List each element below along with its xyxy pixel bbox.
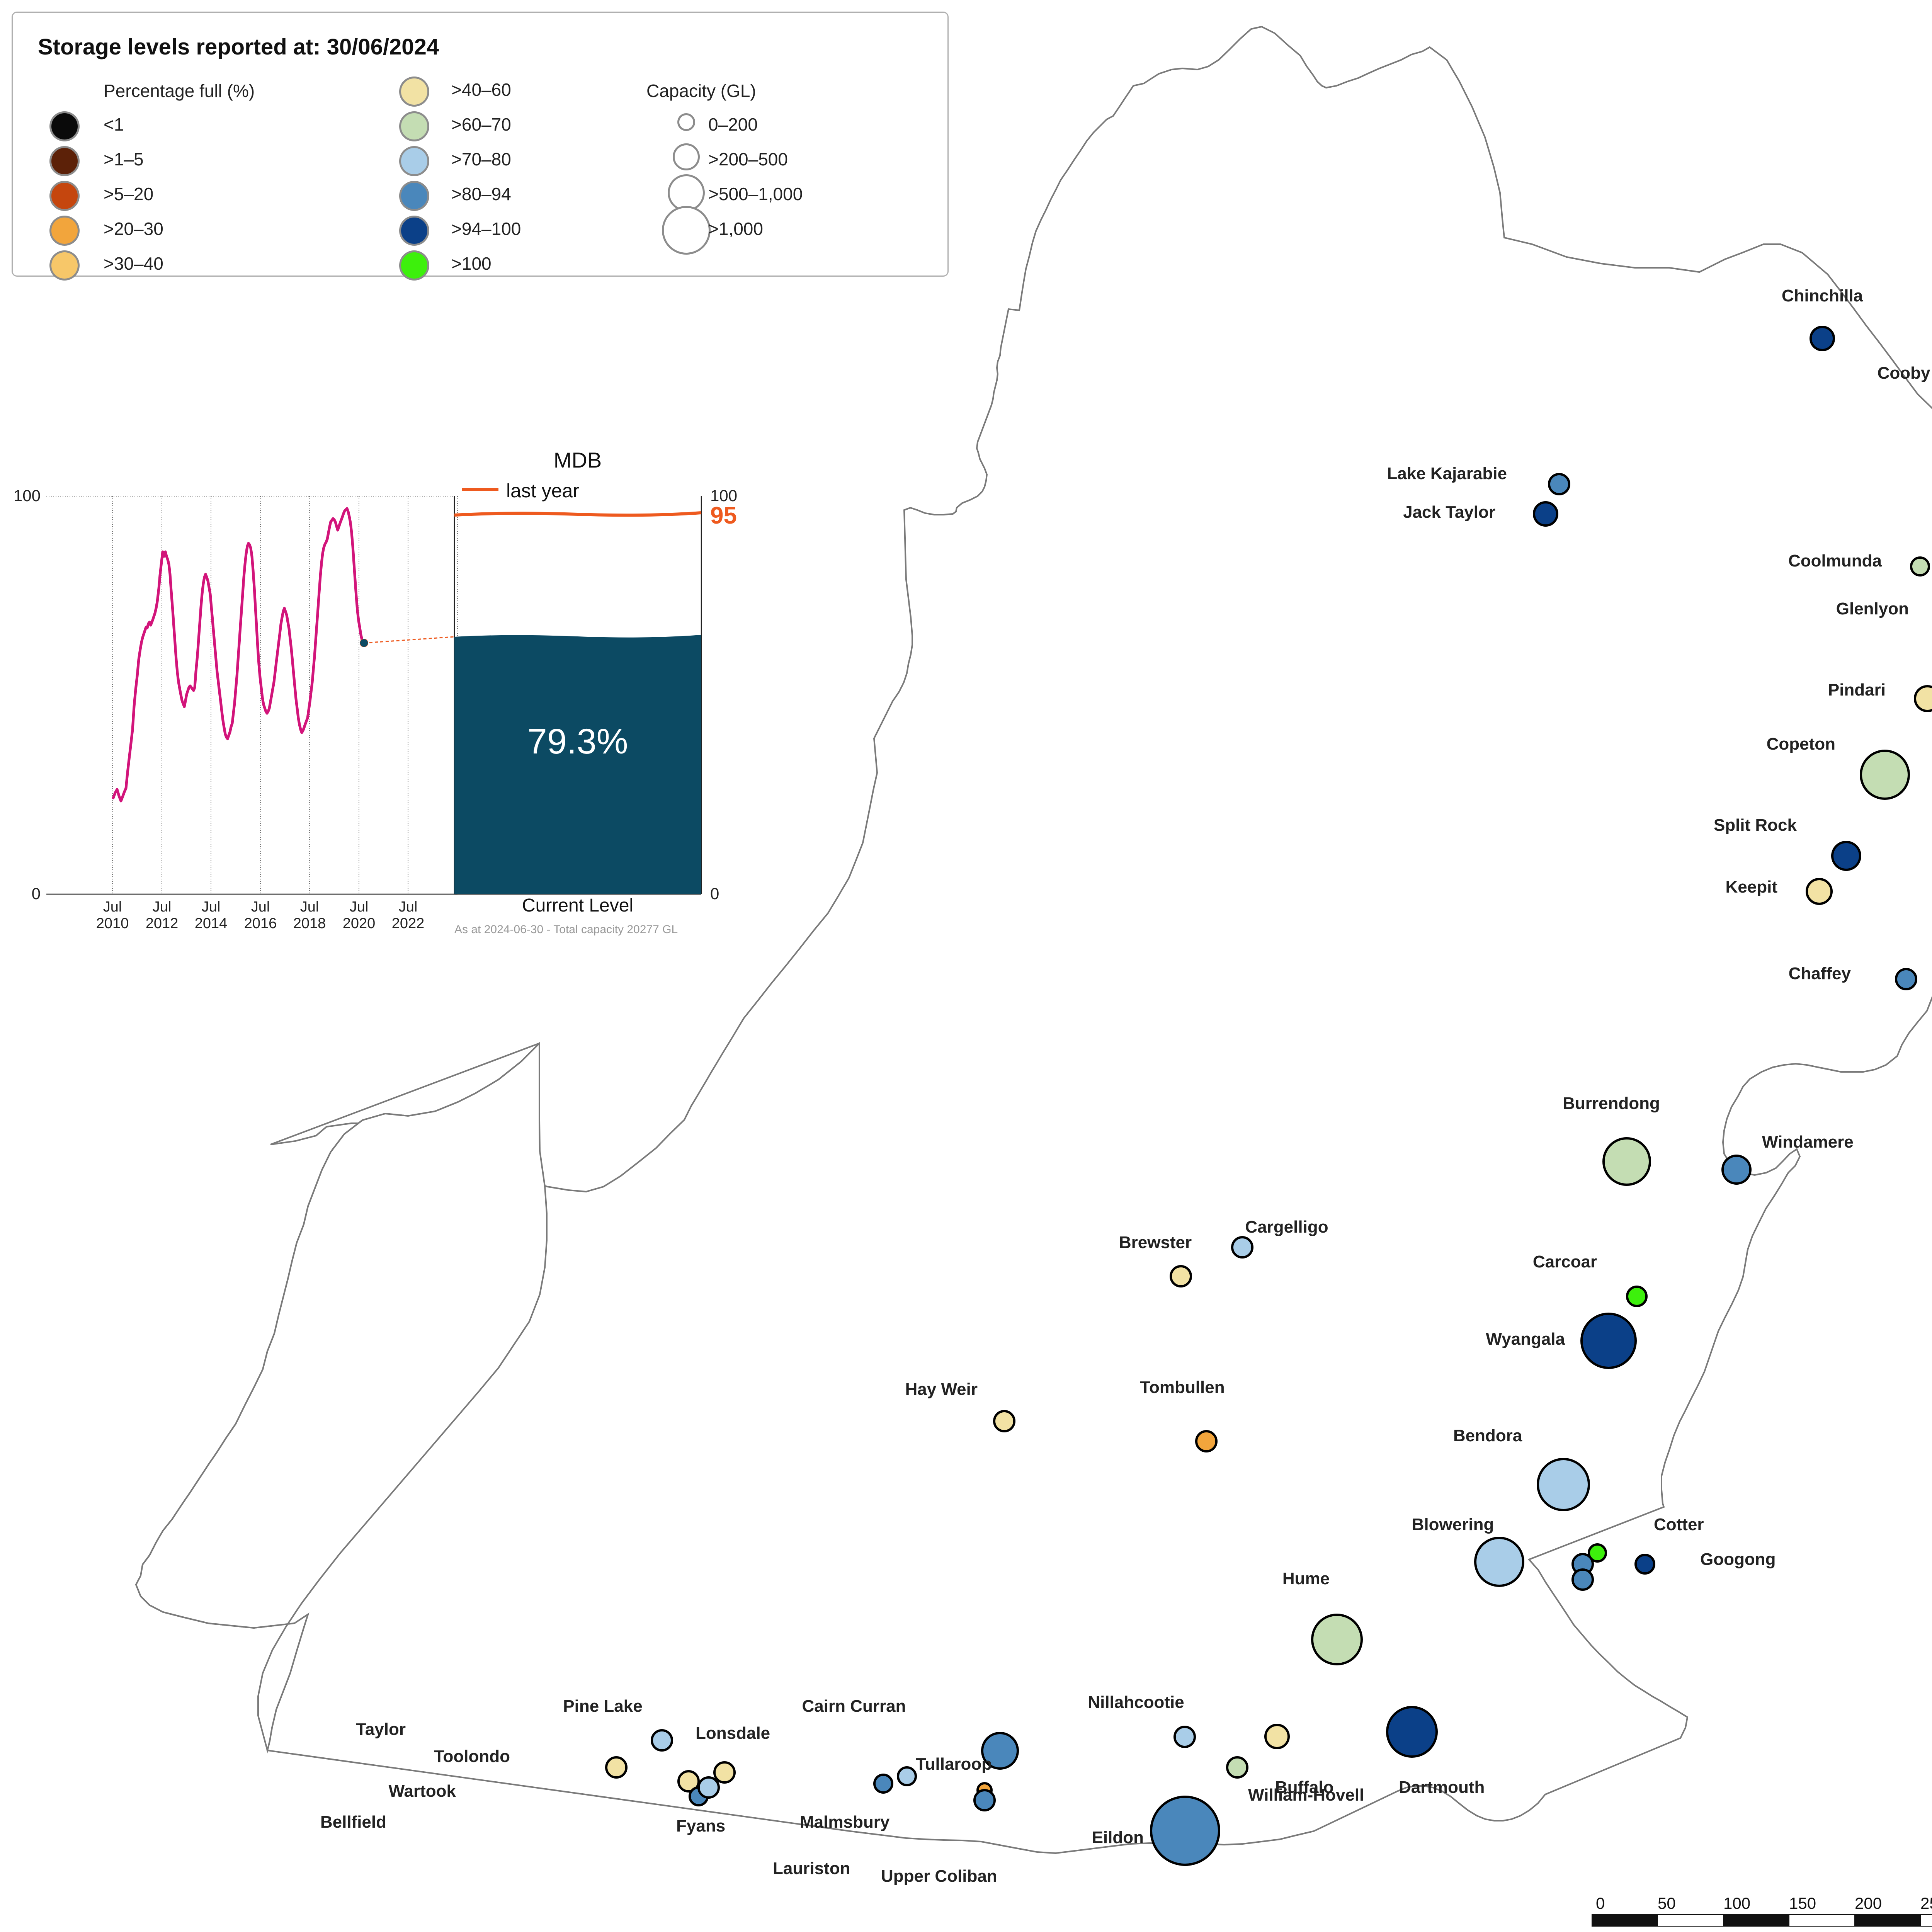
svg-text:Burrendong: Burrendong bbox=[1563, 1094, 1660, 1113]
svg-text:Nillahcootie: Nillahcootie bbox=[1088, 1693, 1184, 1712]
svg-text:Copeton: Copeton bbox=[1767, 735, 1835, 753]
svg-text:100: 100 bbox=[1723, 1894, 1750, 1912]
svg-text:Bellfield: Bellfield bbox=[320, 1813, 386, 1832]
svg-text:Toolondo: Toolondo bbox=[434, 1747, 510, 1766]
svg-text:Cotter: Cotter bbox=[1654, 1515, 1704, 1534]
svg-text:Taylor: Taylor bbox=[356, 1720, 406, 1739]
svg-text:Fyans: Fyans bbox=[676, 1816, 725, 1835]
svg-text:Pindari: Pindari bbox=[1828, 680, 1886, 699]
svg-text:250: 250 bbox=[1920, 1894, 1932, 1912]
svg-text:Cairn Curran: Cairn Curran bbox=[802, 1697, 906, 1716]
svg-text:Blowering: Blowering bbox=[1412, 1515, 1494, 1534]
svg-text:Keepit: Keepit bbox=[1726, 878, 1778, 896]
svg-text:Wyangala: Wyangala bbox=[1486, 1330, 1565, 1349]
svg-text:0: 0 bbox=[1596, 1894, 1605, 1912]
svg-text:Tombullen: Tombullen bbox=[1140, 1378, 1225, 1397]
svg-text:Tullaroop: Tullaroop bbox=[916, 1755, 992, 1774]
svg-text:Chinchilla: Chinchilla bbox=[1782, 286, 1863, 305]
svg-text:Hay Weir: Hay Weir bbox=[905, 1380, 978, 1399]
svg-text:Cooby Creek: Cooby Creek bbox=[1878, 364, 1932, 383]
svg-text:Dartmouth: Dartmouth bbox=[1399, 1778, 1485, 1797]
svg-text:Upper Coliban: Upper Coliban bbox=[881, 1867, 997, 1886]
svg-text:Bendora: Bendora bbox=[1453, 1426, 1522, 1445]
svg-text:Malmsbury: Malmsbury bbox=[800, 1813, 890, 1832]
svg-text:Chaffey: Chaffey bbox=[1789, 964, 1851, 983]
svg-text:William-Hovell: William-Hovell bbox=[1248, 1786, 1364, 1804]
svg-text:Pine Lake: Pine Lake bbox=[563, 1697, 642, 1716]
svg-text:Carcoar: Carcoar bbox=[1533, 1252, 1597, 1271]
svg-text:Windamere: Windamere bbox=[1762, 1133, 1854, 1151]
svg-text:150: 150 bbox=[1789, 1894, 1816, 1912]
svg-text:Hume: Hume bbox=[1282, 1569, 1330, 1588]
svg-text:Lonsdale: Lonsdale bbox=[696, 1724, 770, 1743]
svg-text:Glenlyon: Glenlyon bbox=[1836, 599, 1909, 618]
svg-text:Googong: Googong bbox=[1700, 1550, 1776, 1569]
svg-text:Wartook: Wartook bbox=[389, 1782, 456, 1801]
svg-text:200: 200 bbox=[1855, 1894, 1882, 1912]
svg-text:Lake Kajarabie: Lake Kajarabie bbox=[1387, 464, 1507, 483]
svg-text:Coolmunda: Coolmunda bbox=[1788, 551, 1882, 570]
svg-text:50: 50 bbox=[1658, 1894, 1676, 1912]
svg-text:Cargelligo: Cargelligo bbox=[1245, 1218, 1328, 1236]
svg-text:Jack Taylor: Jack Taylor bbox=[1403, 503, 1495, 522]
svg-text:Eildon: Eildon bbox=[1092, 1828, 1144, 1847]
svg-text:Brewster: Brewster bbox=[1119, 1233, 1192, 1252]
svg-text:Split Rock: Split Rock bbox=[1714, 816, 1797, 835]
svg-text:Lauriston: Lauriston bbox=[773, 1859, 850, 1878]
